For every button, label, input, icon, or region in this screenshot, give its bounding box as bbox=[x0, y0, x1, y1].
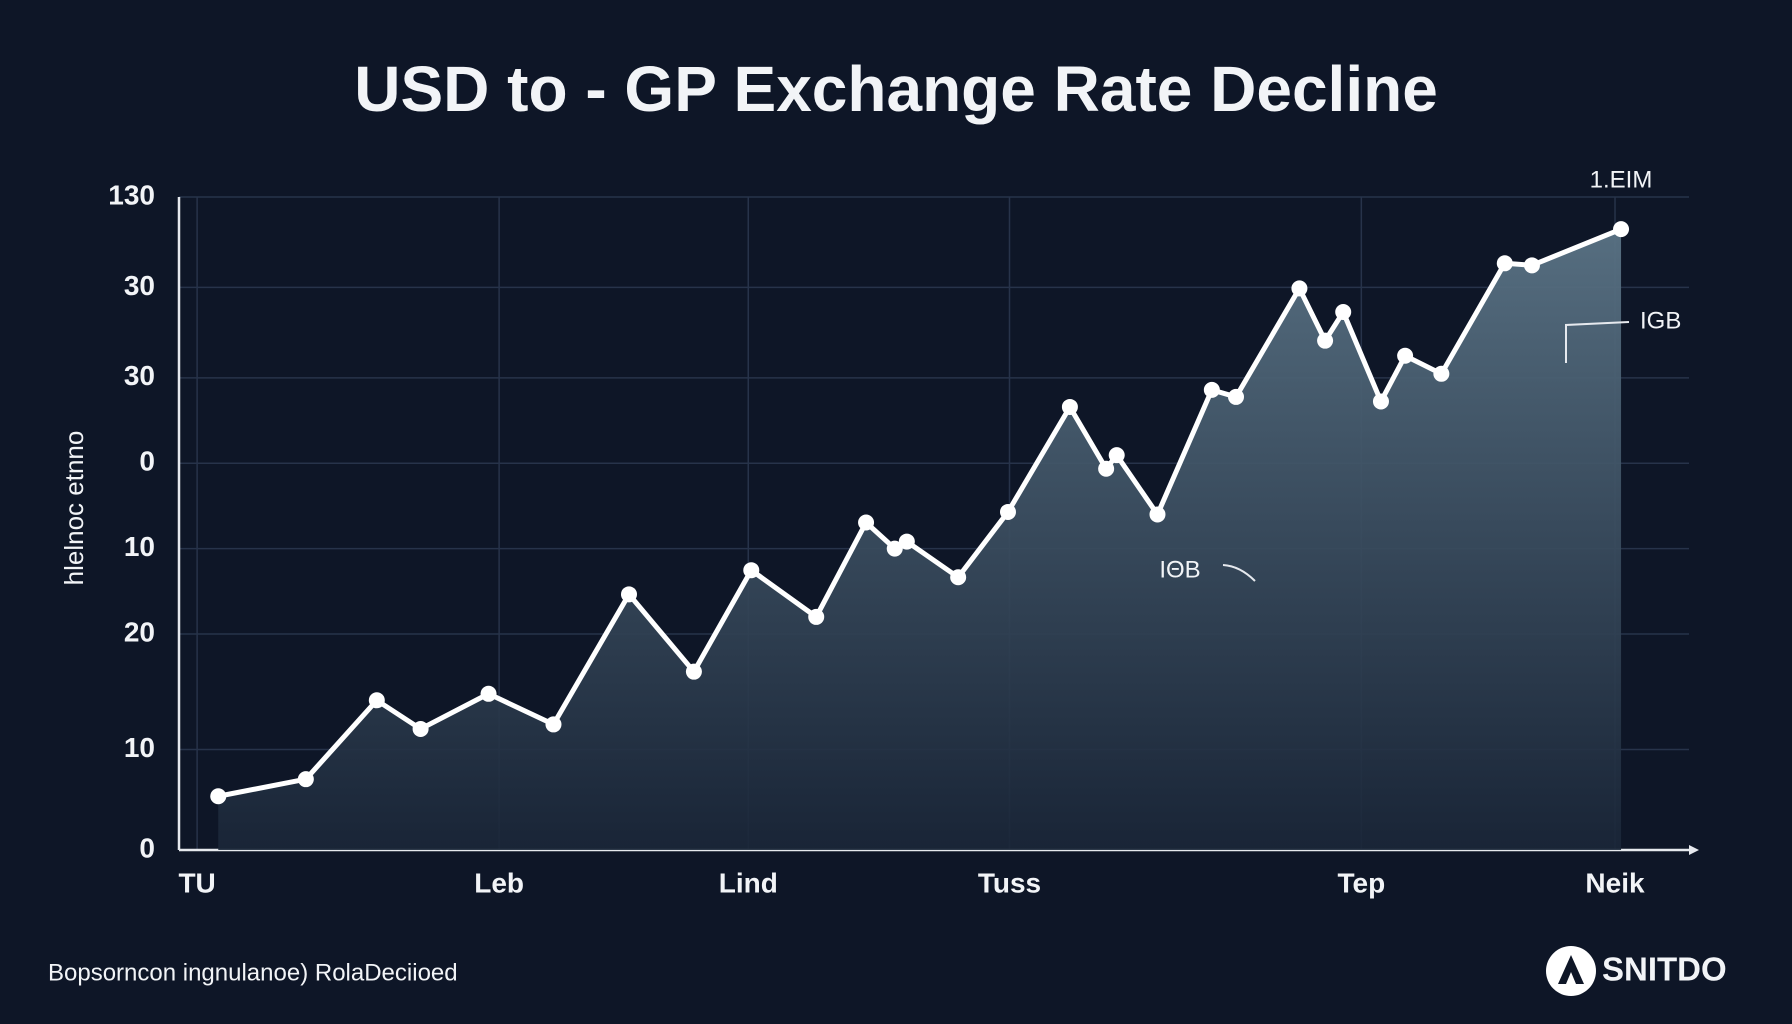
data-point bbox=[1317, 332, 1334, 349]
data-point bbox=[1496, 255, 1513, 272]
x-tick-label: Neik bbox=[1585, 867, 1645, 898]
footnote: Bopsorncon ingnulanoe) RolaDeciioed bbox=[48, 959, 458, 986]
area-fill bbox=[218, 229, 1622, 850]
x-tick-label: TU bbox=[178, 867, 215, 898]
data-point bbox=[886, 540, 903, 557]
data-point bbox=[1228, 388, 1244, 405]
data-point bbox=[1108, 447, 1125, 464]
data-point bbox=[1291, 280, 1308, 297]
data-point bbox=[999, 503, 1016, 520]
annotation-pointer bbox=[1222, 564, 1256, 582]
data-point bbox=[1061, 398, 1078, 415]
y-tick-label: 0 bbox=[139, 832, 155, 863]
data-point bbox=[368, 692, 385, 709]
chart-title: USD to - GP Exchange Rate Decline bbox=[354, 53, 1438, 125]
data-point bbox=[1433, 365, 1450, 382]
x-tick-label: Tep bbox=[1337, 867, 1385, 898]
annotation-bracket bbox=[1565, 321, 1630, 363]
data-point bbox=[545, 716, 562, 733]
data-point bbox=[1523, 257, 1540, 274]
data-point bbox=[808, 608, 825, 625]
annotation: IGB bbox=[1640, 307, 1681, 334]
logo-icon-mark bbox=[1558, 955, 1584, 984]
data-point bbox=[1149, 506, 1166, 523]
x-tick-label: Lind bbox=[719, 867, 778, 898]
x-axis-arrow bbox=[1689, 845, 1699, 855]
y-tick-label: 30 bbox=[124, 360, 155, 391]
data-point bbox=[858, 514, 875, 531]
annotation: IΘB bbox=[1159, 556, 1200, 583]
data-point bbox=[1098, 460, 1115, 477]
data-point bbox=[1335, 304, 1352, 321]
data-point bbox=[412, 720, 429, 737]
data-point bbox=[210, 788, 227, 805]
data-point bbox=[1613, 221, 1630, 238]
data-point bbox=[743, 562, 760, 579]
y-tick-label: 10 bbox=[124, 531, 155, 562]
data-point bbox=[1397, 347, 1414, 364]
line bbox=[217, 226, 1622, 799]
data-point bbox=[1372, 393, 1389, 410]
data-point bbox=[480, 685, 497, 702]
data-point bbox=[620, 586, 637, 603]
data-point bbox=[898, 533, 915, 550]
y-axis-label: hlelnoc etnno bbox=[59, 431, 89, 586]
logo-text: SNITDO bbox=[1602, 951, 1727, 988]
y-tick-label: 20 bbox=[124, 616, 155, 647]
data-point bbox=[297, 771, 314, 788]
data-point bbox=[685, 663, 702, 680]
y-tick-label: 130 bbox=[108, 179, 155, 210]
y-tick-label: 0 bbox=[139, 446, 155, 477]
data-point bbox=[1203, 381, 1220, 398]
x-tick-label: Tuss bbox=[978, 867, 1041, 898]
annotation: 1.EIM bbox=[1590, 166, 1653, 193]
y-tick-label: 10 bbox=[124, 732, 155, 763]
x-tick-label: Leb bbox=[474, 867, 524, 898]
data-point bbox=[950, 569, 967, 586]
y-tick-label: 30 bbox=[124, 270, 155, 301]
